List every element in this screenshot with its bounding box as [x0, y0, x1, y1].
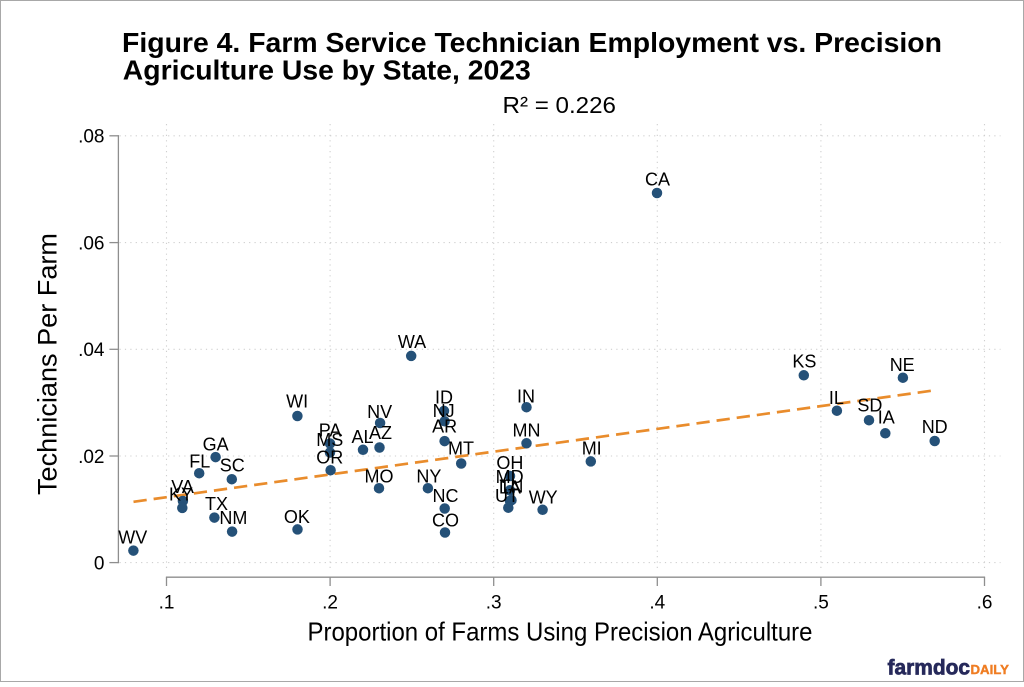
svg-text:ND: ND	[922, 417, 948, 437]
svg-text:MN: MN	[513, 420, 541, 440]
svg-text:MI: MI	[582, 438, 602, 458]
svg-text:WA: WA	[398, 332, 426, 352]
svg-text:AZ: AZ	[369, 423, 392, 443]
svg-text:MD: MD	[496, 467, 524, 487]
svg-text:NV: NV	[367, 402, 392, 422]
svg-text:NY: NY	[416, 466, 441, 486]
svg-text:CA: CA	[645, 170, 670, 190]
svg-text:.02: .02	[78, 447, 104, 468]
svg-text:AR: AR	[432, 417, 457, 437]
svg-text:.06: .06	[78, 234, 104, 255]
svg-text:Proportion of Farms Using Prec: Proportion of Farms Using Precision Agri…	[308, 619, 813, 647]
svg-text:0: 0	[94, 554, 105, 575]
svg-text:KS: KS	[792, 352, 816, 372]
svg-text:.1: .1	[159, 593, 175, 614]
svg-text:GA: GA	[203, 434, 229, 454]
svg-text:Agriculture Use by State, 2023: Agriculture Use by State, 2023	[123, 55, 531, 86]
svg-text:OK: OK	[284, 507, 310, 527]
svg-text:.2: .2	[322, 593, 338, 614]
svg-text:.5: .5	[813, 593, 829, 614]
svg-text:WI: WI	[286, 392, 308, 412]
svg-text:WV: WV	[118, 527, 147, 547]
svg-text:AL: AL	[351, 427, 373, 447]
svg-text:PA: PA	[319, 420, 342, 440]
svg-text:CO: CO	[432, 510, 459, 530]
svg-text:OH: OH	[496, 453, 523, 473]
svg-text:.04: .04	[78, 340, 105, 361]
svg-text:MO: MO	[365, 466, 394, 486]
svg-text:LA: LA	[499, 478, 521, 498]
svg-text:.3: .3	[486, 593, 502, 614]
svg-text:R² = 0.226: R² = 0.226	[503, 92, 617, 118]
svg-text:.4: .4	[649, 593, 665, 614]
svg-text:MS: MS	[316, 430, 343, 450]
svg-text:farmdoc: farmdoc	[888, 656, 971, 680]
svg-text:OR: OR	[316, 447, 343, 467]
svg-text:IN: IN	[517, 386, 535, 406]
svg-text:NM: NM	[219, 508, 247, 528]
svg-text:NC: NC	[433, 486, 459, 506]
svg-text:Figure 4. Farm Service Technic: Figure 4. Farm Service Technician Employ…	[122, 27, 942, 58]
svg-text:NE: NE	[890, 355, 915, 375]
svg-text:WY: WY	[529, 488, 558, 508]
svg-text:FL: FL	[189, 451, 210, 471]
svg-text:Technicians Per Farm: Technicians Per Farm	[32, 233, 62, 495]
svg-text:.08: .08	[78, 127, 104, 148]
svg-text:TN: TN	[499, 477, 523, 497]
svg-text:TX: TX	[205, 494, 228, 514]
svg-text:IL: IL	[829, 388, 844, 408]
svg-text:SD: SD	[857, 395, 882, 415]
svg-text:UT: UT	[495, 486, 519, 506]
svg-text:DAILY: DAILY	[971, 662, 1010, 677]
svg-text:ID: ID	[435, 388, 453, 408]
svg-text:NJ: NJ	[433, 401, 455, 421]
svg-text:.6: .6	[977, 593, 993, 614]
svg-text:SC: SC	[220, 455, 245, 475]
svg-text:VA: VA	[171, 477, 194, 497]
svg-text:IA: IA	[878, 408, 895, 428]
svg-text:MT: MT	[448, 439, 474, 459]
svg-text:KY: KY	[169, 484, 193, 504]
